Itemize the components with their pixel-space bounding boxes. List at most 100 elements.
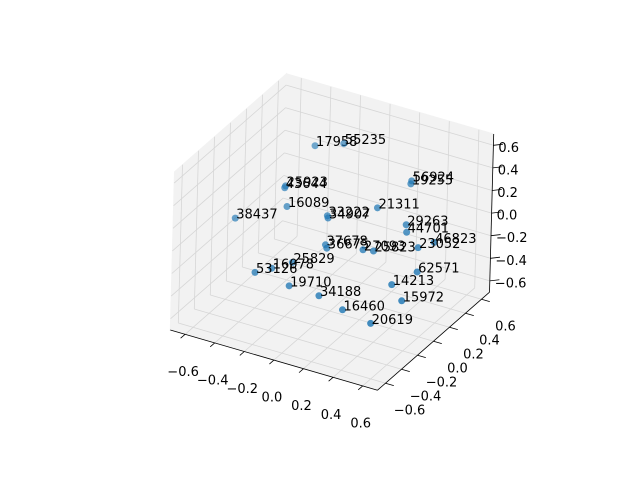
y-tick-label: −0.2	[426, 376, 458, 391]
point	[311, 142, 319, 150]
point	[315, 292, 323, 300]
point-label: 20619	[372, 313, 413, 328]
point	[369, 247, 377, 255]
tick-mark	[481, 298, 490, 302]
point	[288, 258, 296, 266]
point-label: 17958	[316, 135, 357, 150]
point	[339, 306, 346, 314]
point-label: 25829	[293, 252, 334, 267]
x-axis-line	[170, 329, 378, 391]
grid-line	[170, 220, 283, 320]
point-label: 15972	[403, 290, 444, 305]
x-tick-label: 0.6	[350, 416, 371, 431]
point-label: 62571	[418, 261, 459, 276]
tick-mark	[328, 376, 334, 382]
z-tick-label: −0.2	[496, 231, 528, 246]
x-tick-label: −0.2	[227, 382, 259, 397]
grid-line	[283, 197, 491, 259]
grid-line	[210, 294, 418, 356]
point	[430, 238, 438, 246]
tick-mark	[491, 211, 502, 214]
point-label: 16078	[273, 258, 314, 273]
y-tick-label: −0.4	[410, 390, 442, 405]
z-tick-label: −0.6	[495, 276, 527, 291]
point	[359, 246, 367, 254]
point	[281, 184, 289, 192]
point-label: 25923	[287, 175, 328, 190]
tick-mark	[465, 312, 474, 316]
z-tick-label: 0.4	[498, 163, 519, 178]
grid-line	[286, 84, 494, 146]
y-tick-label: 0.4	[479, 334, 500, 349]
point	[373, 204, 381, 212]
tick-mark	[239, 351, 245, 356]
tick-mark	[433, 340, 442, 344]
point	[324, 214, 332, 222]
tick-mark	[417, 354, 426, 358]
point-label: 33222	[328, 205, 369, 220]
point	[340, 140, 348, 148]
point	[413, 268, 421, 276]
grid-line	[171, 175, 285, 274]
z-tick-label: 0.0	[497, 209, 518, 224]
tick-mark	[492, 188, 502, 191]
point	[414, 244, 422, 252]
point	[231, 214, 239, 222]
point-label: 36675	[328, 238, 369, 253]
grid-line	[274, 238, 482, 300]
tick-mark	[385, 382, 394, 386]
tick-mark	[209, 342, 215, 348]
point	[367, 319, 375, 327]
z-tick-label: 0.2	[497, 186, 518, 201]
point	[403, 228, 411, 236]
tick-mark	[490, 256, 501, 259]
point-label: 37678	[326, 234, 367, 249]
z-tick-label: −0.4	[495, 254, 527, 269]
x-tick-label: −0.4	[197, 373, 229, 388]
grid-line	[226, 280, 434, 342]
tick-mark	[180, 333, 186, 339]
tick-mark	[492, 166, 503, 169]
y-axis-line	[377, 291, 490, 391]
point-label: 16089	[288, 196, 329, 211]
tick-mark	[357, 385, 363, 391]
grid-line	[172, 152, 285, 252]
point	[283, 203, 291, 211]
point-label: 23052	[419, 237, 460, 252]
point	[251, 268, 259, 276]
point	[402, 221, 410, 229]
point	[323, 244, 331, 252]
point-label: 16460	[344, 299, 385, 314]
point-label: 34188	[320, 285, 361, 300]
point-label: 44701	[408, 222, 449, 237]
grid-line	[173, 84, 287, 184]
grid-line	[242, 266, 450, 328]
z-axis-line	[489, 133, 495, 293]
point	[407, 180, 415, 188]
point-label: 25823	[374, 240, 415, 255]
x-tick-label: −0.6	[167, 365, 199, 380]
point-label: 34907	[329, 208, 370, 223]
point-label: 53126	[256, 262, 297, 277]
point-label: 46823	[435, 232, 476, 247]
point-label: 43644	[286, 177, 327, 192]
point-label: 19710	[290, 275, 331, 290]
grid-line	[282, 220, 490, 282]
tick-mark	[401, 368, 410, 372]
point	[398, 297, 406, 305]
tick-mark	[490, 234, 501, 237]
point-label: 21311	[378, 197, 419, 212]
point-label: 14213	[393, 274, 434, 289]
grid-line	[284, 129, 493, 191]
y-tick-label: 0.2	[463, 348, 484, 363]
x-tick-label: 0.0	[262, 391, 283, 406]
grid-line	[284, 152, 492, 214]
tick-mark	[489, 279, 500, 282]
point	[285, 282, 293, 290]
x-tick-label: 0.4	[321, 408, 342, 423]
y-tick-label: −0.6	[394, 404, 426, 419]
point-label: 38437	[236, 208, 277, 223]
point	[268, 264, 276, 272]
grid-line	[194, 308, 402, 370]
grid-line	[172, 129, 286, 229]
